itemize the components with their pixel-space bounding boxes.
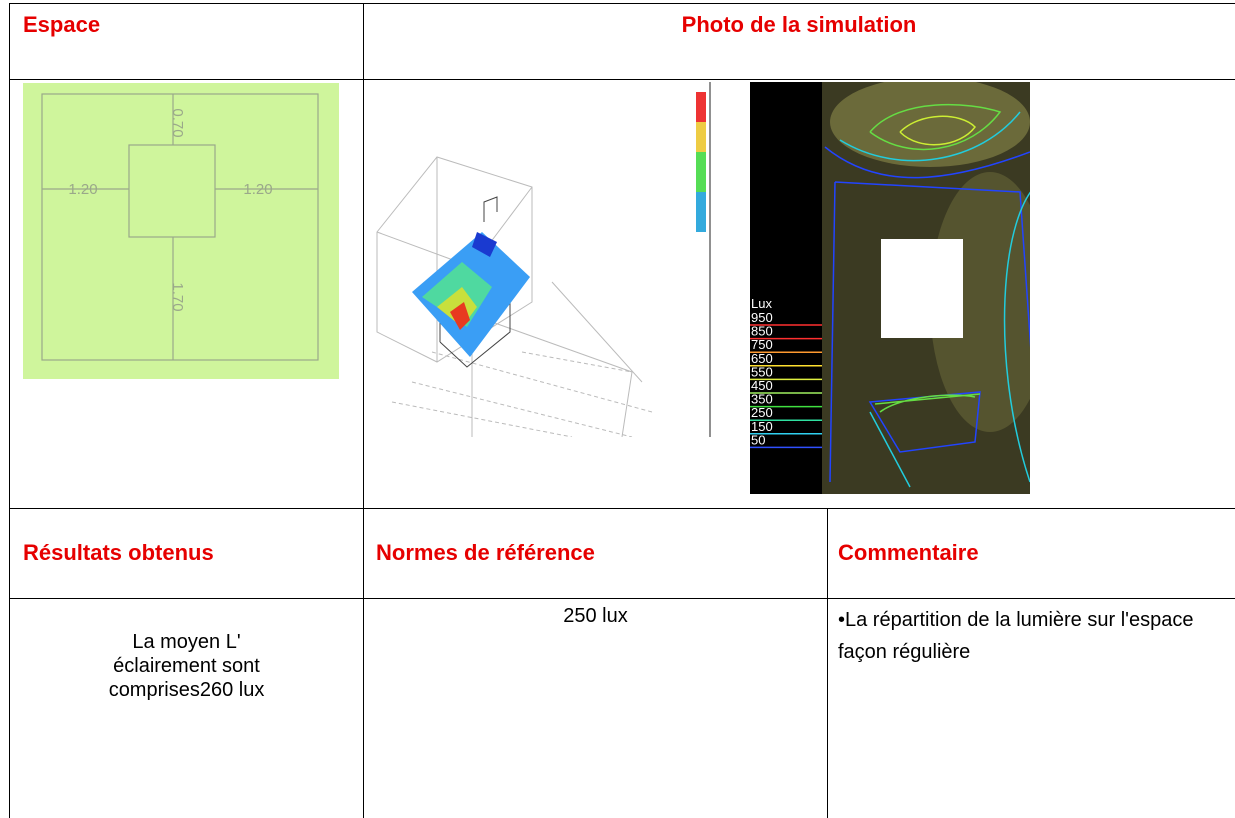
legend-title: Lux: [751, 296, 772, 311]
dimension: 1.20: [68, 181, 97, 198]
header-cell: Commentaire: [838, 540, 979, 565]
legend-label: 450: [751, 378, 773, 393]
border: [9, 3, 1235, 4]
border: [9, 79, 1235, 80]
header-cell: Espace: [23, 12, 101, 37]
border: [9, 598, 1235, 599]
legend-label: 750: [751, 337, 773, 352]
simulation-3d: [376, 82, 711, 437]
results-cell: La moyen L' éclairement sont comprises26…: [10, 630, 363, 702]
legend-label: 150: [751, 419, 773, 434]
border: [9, 508, 1235, 509]
legend-label: 250: [751, 405, 773, 420]
legend-label: 50: [751, 432, 765, 447]
header-cell: Normes de référence: [376, 540, 595, 565]
border: [827, 508, 828, 818]
text-line: La moyen L': [132, 631, 241, 653]
legend-label: 550: [751, 364, 773, 379]
header-cell: Photo de la simulation: [681, 12, 917, 37]
dimension: 1.20: [243, 181, 272, 198]
legend-label: 650: [751, 351, 773, 366]
text-line: comprises260 lux: [108, 679, 265, 701]
dimension: 1.70: [169, 282, 186, 311]
dimension: 0.70: [169, 108, 186, 137]
legend-label: 350: [751, 392, 773, 407]
border: [9, 3, 10, 818]
comment-cell: •La répartition de la lumière sur l'espa…: [838, 609, 1194, 663]
norm-cell: 250 lux: [563, 605, 628, 627]
legend-label: 950: [751, 310, 773, 325]
text-line: éclairement sont: [113, 655, 260, 677]
border: [363, 3, 364, 818]
floor-plan: 0.70 1.20 1.20 1.70: [23, 83, 339, 379]
legend-label: 850: [751, 324, 773, 339]
header-cell: Résultats obtenus: [23, 540, 214, 565]
